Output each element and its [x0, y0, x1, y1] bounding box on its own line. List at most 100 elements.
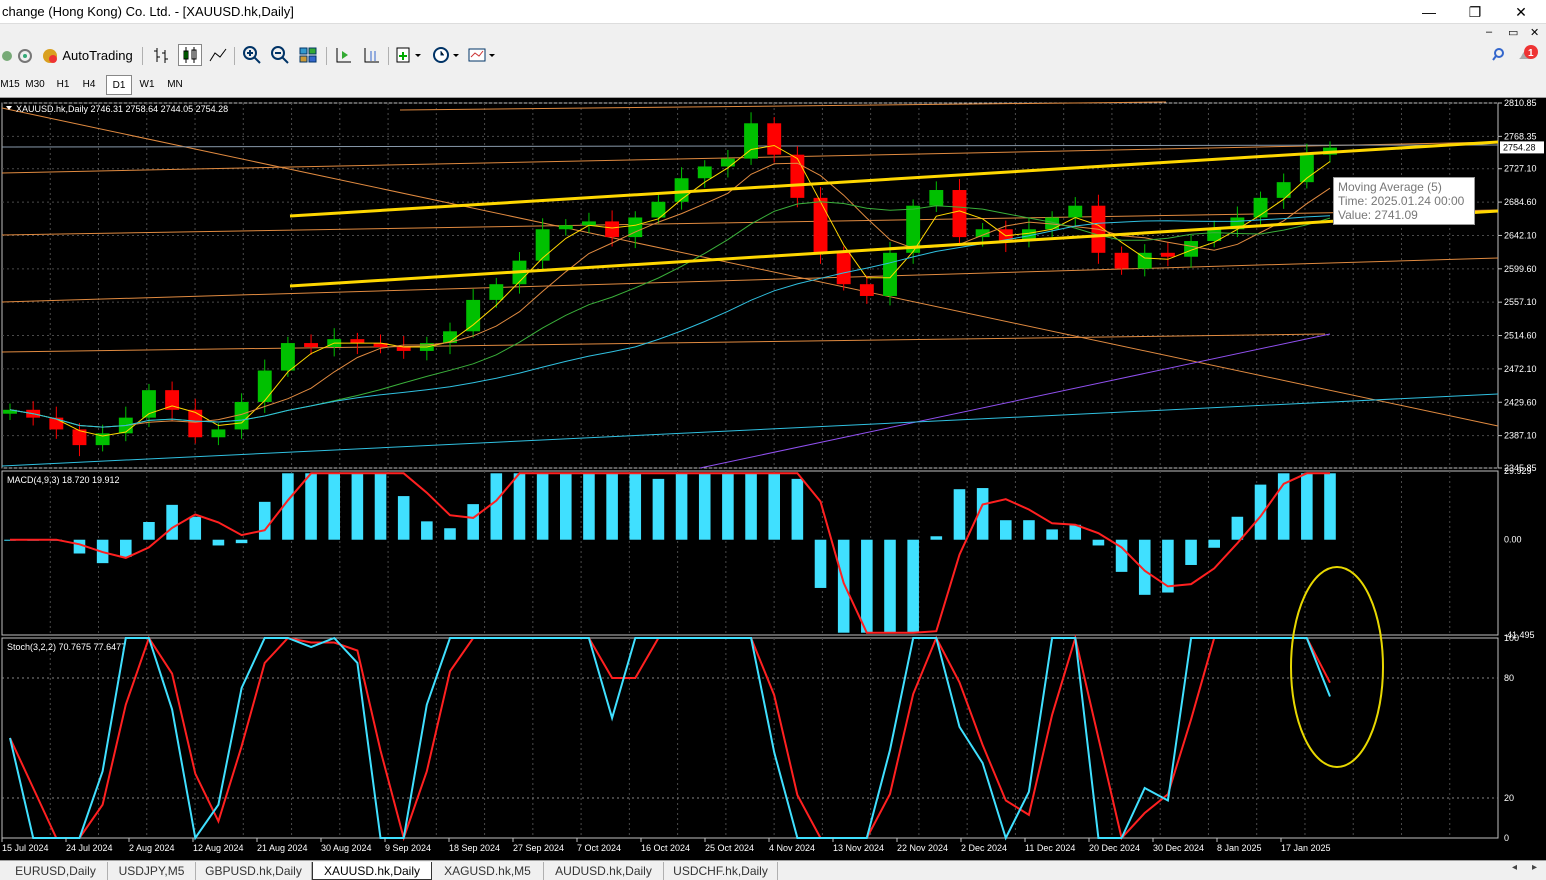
macd-histogram-bar	[606, 473, 618, 540]
tile-windows-icon[interactable]	[296, 44, 320, 66]
timeframe-h1[interactable]: H1	[56, 79, 70, 90]
signals-icon[interactable]	[14, 44, 36, 66]
profiles-icon[interactable]	[0, 44, 14, 66]
tabs-scroll-left-icon[interactable]: ◂	[1512, 862, 1518, 873]
zoom-out-icon[interactable]	[268, 44, 292, 66]
macd-histogram-bar	[467, 504, 479, 540]
macd-histogram-bar	[282, 473, 294, 540]
indicators-icon[interactable]	[394, 44, 424, 66]
chart-tab[interactable]: XAUUSD.hk,Daily	[312, 862, 432, 880]
periods-clock-icon[interactable]	[430, 44, 462, 66]
macd-histogram-bar	[814, 539, 827, 588]
auto-scroll-icon[interactable]	[332, 44, 356, 66]
minimize-button[interactable]: —	[1422, 4, 1436, 20]
bar-chart-icon[interactable]	[150, 44, 174, 66]
macd-histogram-bar	[351, 473, 364, 540]
candle-body	[350, 339, 365, 344]
candle-body	[883, 252, 897, 296]
candle-body	[72, 429, 87, 446]
chart-shift-icon[interactable]	[360, 44, 384, 66]
chart-tab[interactable]: USDJPY,M5	[108, 862, 196, 880]
macd-histogram-bar	[1000, 520, 1012, 540]
macd-histogram-bar	[583, 473, 595, 540]
macd-histogram-bar	[976, 488, 989, 540]
timeframe-m30[interactable]: M30	[25, 79, 45, 90]
timeframe-bar: M15 M30 H1 H4 D1 W1 MN	[0, 74, 1546, 96]
macd-histogram-bar	[328, 473, 340, 540]
macd-histogram-bar	[189, 516, 202, 540]
inner-minimize-button[interactable]: –	[1486, 26, 1493, 38]
search-icon[interactable]	[1490, 44, 1508, 66]
inner-restore-button[interactable]: ▭	[1508, 27, 1519, 39]
zoom-in-icon[interactable]	[240, 44, 264, 66]
chart-tab[interactable]: XAGUSD.hk,M5	[432, 862, 544, 880]
macd-histogram-bar	[143, 522, 155, 540]
notifications-icon[interactable]: 1	[1515, 44, 1543, 66]
ma-line-purple	[699, 333, 1331, 469]
chart-tab[interactable]: GBPUSD.hk,Daily	[196, 862, 312, 880]
candle-body	[1137, 252, 1152, 269]
price-tick-label: 2472.10	[1504, 364, 1537, 374]
macd-histogram-bar	[1254, 484, 1267, 540]
timeframe-mn[interactable]: MN	[167, 79, 183, 90]
timeframe-w1[interactable]: W1	[139, 79, 155, 90]
toolbar: – ▭ ✕ AutoTrading	[0, 24, 1546, 98]
candle-body	[1114, 252, 1129, 269]
date-tick-label: 20 Dec 2024	[1089, 843, 1140, 853]
candle-body	[1230, 217, 1245, 230]
candle-body	[1068, 205, 1083, 218]
macd-histogram-bar	[305, 473, 317, 540]
chart-tab[interactable]: USDCHF.hk,Daily	[664, 862, 778, 880]
line-chart-icon[interactable]	[206, 44, 230, 66]
stoch-tick-label: 0	[1504, 833, 1509, 843]
moving-average-line	[9, 144, 1331, 437]
date-tick-label: 8 Jan 2025	[1217, 843, 1262, 853]
macd-histogram-bar	[166, 504, 178, 540]
panel-border	[1, 470, 1499, 636]
candle-body	[767, 123, 782, 155]
timeframe-m15[interactable]: M15	[0, 79, 20, 90]
chart-window[interactable]: 2810.85 2768.35 2727.10 2684.60 2642.10 2599.…	[0, 98, 1546, 860]
candle-body	[49, 417, 64, 430]
candle-body	[1045, 217, 1060, 230]
macd-histogram-bar	[490, 473, 503, 540]
date-tick-label: 30 Dec 2024	[1153, 843, 1204, 853]
candle-body	[466, 299, 481, 332]
inner-close-button[interactable]: ✕	[1530, 27, 1540, 39]
candle-body	[188, 409, 203, 438]
date-tick-label: 18 Sep 2024	[449, 843, 500, 853]
timeframe-h4[interactable]: H4	[82, 79, 96, 90]
date-tick-label: 2 Aug 2024	[129, 843, 175, 853]
restore-button[interactable]: ❐	[1468, 4, 1482, 20]
tabs-scroll-right-icon[interactable]: ▸	[1532, 862, 1538, 873]
chart-tab[interactable]: EURUSD,Daily	[4, 862, 108, 880]
date-tick-label: 15 Jul 2024	[2, 843, 49, 853]
autotrading-button[interactable]: AutoTrading	[38, 44, 136, 66]
candle-body	[443, 331, 457, 344]
macd-histogram-bar	[1185, 539, 1197, 565]
macd-histogram-bar	[884, 539, 896, 633]
macd-histogram-bar	[629, 473, 642, 540]
ma-line-cyan	[1, 393, 1499, 467]
macd-histogram-bar	[212, 539, 225, 546]
stoch-tick-label: 80	[1504, 673, 1514, 683]
moving-average-line	[9, 162, 1331, 428]
macd-histogram-bar	[791, 478, 804, 540]
candlestick-chart-icon[interactable]	[178, 44, 202, 66]
chart-tab[interactable]: AUDUSD.hk,Daily	[544, 862, 664, 880]
channel-line	[399, 101, 1167, 111]
candle-body	[535, 229, 550, 261]
price-chart[interactable]: 2810.85 2768.35 2727.10 2684.60 2642.10 2599.…	[0, 98, 1546, 860]
macd-signal-line	[10, 472, 1330, 634]
macd-histogram-bar	[1046, 529, 1058, 540]
candle-body	[280, 343, 295, 371]
candle-body	[929, 190, 944, 206]
macd-histogram-bar	[1324, 473, 1336, 540]
macd-tick-label: -41.495	[1504, 630, 1535, 640]
date-tick-label: 27 Sep 2024	[513, 843, 564, 853]
channel-line	[1, 107, 1499, 427]
templates-icon[interactable]	[466, 44, 498, 66]
stoch-signal-line	[9, 634, 1331, 842]
timeframe-d1[interactable]: D1	[106, 75, 132, 95]
close-button[interactable]: ✕	[1515, 4, 1527, 20]
